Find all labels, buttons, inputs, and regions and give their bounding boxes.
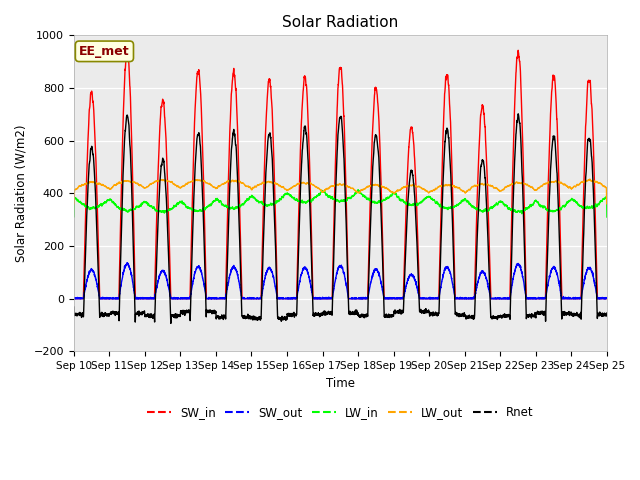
- LW_in: [70, 214, 77, 220]
- SW_in: [603, 296, 611, 301]
- SW_out: [70, 296, 77, 301]
- Title: Solar Radiation: Solar Radiation: [282, 15, 399, 30]
- Line: Rnet: Rnet: [74, 114, 607, 324]
- SW_in: [460, 296, 468, 301]
- SW_in: [321, 296, 328, 301]
- SW_out: [460, 296, 468, 301]
- Rnet: [490, 314, 498, 320]
- SW_out: [490, 295, 498, 301]
- LW_out: [490, 185, 498, 191]
- SW_in: [70, 296, 77, 301]
- SW_out: [321, 295, 328, 300]
- LW_out: [460, 188, 467, 194]
- SW_in: [166, 254, 173, 260]
- Legend: SW_in, SW_out, LW_in, LW_out, Rnet: SW_in, SW_out, LW_in, LW_out, Rnet: [142, 401, 538, 424]
- LW_out: [321, 188, 328, 194]
- SW_out: [430, 295, 438, 301]
- SW_out: [124, 260, 131, 266]
- Rnet: [321, 310, 328, 315]
- SW_in: [602, 296, 610, 301]
- LW_in: [490, 204, 498, 209]
- Line: LW_out: LW_out: [74, 179, 607, 204]
- LW_out: [166, 179, 173, 184]
- Rnet: [603, 310, 611, 316]
- Rnet: [515, 111, 522, 117]
- SW_in: [124, 46, 131, 51]
- SW_out: [166, 290, 173, 296]
- LW_in: [603, 214, 611, 220]
- LW_out: [70, 201, 77, 207]
- Rnet: [460, 312, 468, 317]
- Y-axis label: Solar Radiation (W/m2): Solar Radiation (W/m2): [15, 125, 28, 262]
- Rnet: [603, 312, 611, 318]
- Line: SW_out: SW_out: [74, 263, 607, 299]
- LW_out: [603, 201, 611, 207]
- LW_in: [354, 187, 362, 192]
- LW_in: [430, 197, 438, 203]
- LW_in: [166, 206, 173, 212]
- Rnet: [167, 321, 175, 326]
- Line: LW_in: LW_in: [74, 190, 607, 217]
- Rnet: [70, 304, 77, 310]
- X-axis label: Time: Time: [326, 377, 355, 390]
- LW_out: [586, 176, 594, 182]
- SW_in: [430, 296, 438, 301]
- SW_out: [603, 295, 611, 301]
- Text: EE_met: EE_met: [79, 45, 130, 58]
- LW_out: [430, 187, 438, 193]
- SW_out: [602, 296, 610, 301]
- LW_in: [321, 189, 328, 194]
- Line: SW_in: SW_in: [74, 48, 607, 299]
- LW_out: [602, 185, 610, 191]
- LW_in: [602, 194, 610, 200]
- SW_in: [490, 296, 498, 301]
- Rnet: [166, 282, 173, 288]
- Rnet: [430, 311, 438, 317]
- LW_in: [460, 198, 468, 204]
